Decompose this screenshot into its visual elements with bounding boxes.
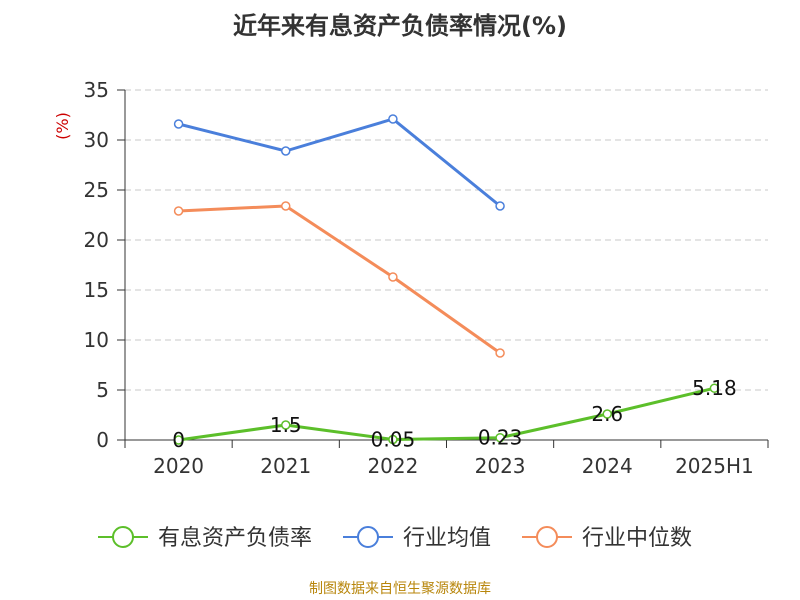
series-line-1 — [178, 117, 502, 208]
data-point — [495, 348, 505, 358]
legend-marker — [112, 526, 134, 548]
data-point — [281, 201, 291, 211]
x-tick-label: 2021 — [260, 454, 311, 478]
legend: 有息资产负债率 行业均值 行业中位数 — [98, 526, 692, 551]
data-point — [709, 383, 720, 393]
data-labels: 0 1.5 0.05 0.23 2.6 5.18 — [172, 376, 736, 452]
y-tick-label: 10 — [84, 328, 109, 352]
y-tick-label: 5 — [96, 378, 109, 402]
legend-marker — [357, 526, 379, 548]
x-tick-label: 2024 — [582, 454, 633, 478]
y-tick-label: 35 — [84, 78, 109, 102]
y-axis-unit: (%) — [53, 112, 72, 140]
data-point — [602, 409, 612, 419]
data-label: 0 — [172, 428, 185, 452]
y-tick-label: 30 — [84, 128, 109, 152]
chart-title: 近年来有息资产负债率情况(%) — [233, 12, 567, 40]
x-tick-label: 2023 — [475, 454, 526, 478]
series-line-2 — [178, 204, 501, 355]
y-tick-label: 20 — [84, 228, 109, 252]
data-point — [173, 435, 184, 445]
data-point — [281, 146, 291, 156]
data-point — [388, 434, 398, 445]
data-point — [388, 114, 398, 124]
grid-lines — [125, 89, 768, 391]
y-tick-label: 0 — [96, 428, 109, 452]
axes: 0 5 10 15 20 25 30 35 (%) 2020 2021 2022 2023 2024 202… — [53, 78, 769, 478]
series-lines — [173, 114, 720, 445]
source-note: 制图数据来自恒生聚源数据库 — [309, 581, 491, 597]
data-point — [388, 272, 398, 282]
y-tick-label: 15 — [84, 278, 109, 302]
y-tick-label: 25 — [84, 178, 109, 202]
series-line-0 — [178, 386, 715, 442]
data-label: 0.05 — [371, 428, 416, 452]
data-label: 5.18 — [692, 376, 737, 400]
legend-label: 行业中位数 — [582, 526, 692, 551]
data-label: 2.6 — [591, 402, 623, 426]
data-label: 1.5 — [270, 413, 302, 437]
x-tick-label: 2022 — [367, 454, 418, 478]
data-point — [173, 119, 184, 129]
legend-label: 有息资产负债率 — [158, 526, 312, 551]
x-tick-label: 2025H1 — [675, 454, 754, 478]
legend-marker — [536, 526, 558, 548]
data-label: 0.23 — [478, 426, 523, 450]
legend-label: 行业均值 — [403, 526, 491, 551]
data-point — [495, 432, 505, 443]
data-point — [173, 206, 184, 216]
data-point — [495, 201, 505, 211]
x-tick-label: 2020 — [153, 454, 204, 478]
data-point — [281, 420, 291, 430]
